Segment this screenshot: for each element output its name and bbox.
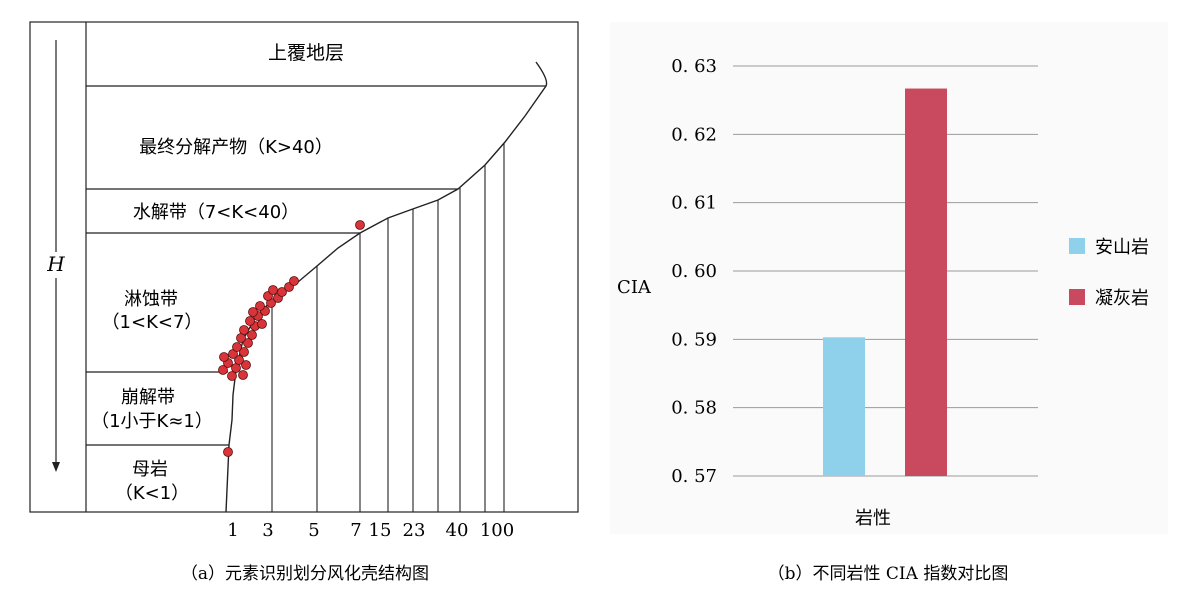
sample-point <box>289 276 299 286</box>
sample-point <box>248 307 258 317</box>
chart-bar-tuff <box>905 88 947 477</box>
chart-legend: 安山岩 凝灰岩 <box>1069 237 1149 309</box>
legend-swatch-andesite <box>1069 238 1085 254</box>
depth-axis-label: H <box>46 252 65 276</box>
sample-point <box>223 447 233 457</box>
sample-point <box>239 325 249 335</box>
sample-point <box>255 301 265 311</box>
chart-bar-andesite <box>823 337 865 476</box>
chart-y-tick-label: 0. 58 <box>671 398 717 419</box>
zone-label-disintegration-k: （1小于K≈1） <box>91 411 213 432</box>
chart-y-tick-label: 0. 57 <box>671 466 717 487</box>
zone-label-final: 最终分解产物（K>40） <box>139 137 333 158</box>
sample-point <box>227 371 237 381</box>
sample-point <box>268 285 278 295</box>
right-caption: （b）不同岩性 CIA 指数对比图 <box>768 564 1009 584</box>
k-tick-label: 5 <box>308 520 319 541</box>
zone-label-hydrolysis: 水解带（7<K<40） <box>133 202 299 223</box>
k-tick-label: 3 <box>262 520 273 541</box>
sample-point <box>245 316 255 326</box>
right-panel: 0. 570. 580. 590. 600. 610. 620. 63 CIA … <box>610 22 1168 584</box>
zone-label-parent: 母岩 <box>132 459 168 480</box>
left-panel-frame <box>29 21 579 513</box>
chart-y-tick-label: 0. 61 <box>671 193 717 214</box>
chart-y-tick-label: 0. 62 <box>671 124 717 145</box>
sample-points <box>218 220 365 457</box>
chart-gridlines <box>733 65 1038 477</box>
legend-swatch-tuff <box>1069 289 1085 305</box>
sample-point <box>355 220 365 230</box>
sample-point <box>234 355 244 365</box>
weathering-curve <box>225 61 548 513</box>
left-panel: H 上覆地层 最终分解产物（K>40） 水解带（7<K<40） 淋蚀带 （1<K… <box>29 21 579 584</box>
chart-y-ticks: 0. 57 0. 58 0. 59 0. 60 0. 61 0. 62 0. 63 <box>671 56 717 487</box>
sample-point <box>241 360 251 370</box>
sample-point <box>247 330 257 340</box>
k-tick-label: 40 <box>446 520 469 541</box>
chart-y-tick-label: 0. 59 <box>671 329 717 350</box>
sample-point <box>243 338 253 348</box>
depth-label-bg <box>42 252 70 278</box>
sample-point <box>232 342 242 352</box>
sample-point <box>238 370 248 380</box>
legend-label-andesite: 安山岩 <box>1095 237 1149 258</box>
zone-label-overburden: 上覆地层 <box>268 42 344 64</box>
chart-bars <box>823 88 947 477</box>
sample-point <box>218 365 228 375</box>
zone-label-leaching-k: （1<K<7） <box>102 312 203 333</box>
chart-y-tick-label: 0. 63 <box>671 56 717 77</box>
sample-point <box>277 287 287 297</box>
chart-background <box>610 22 1168 534</box>
sample-point <box>219 352 229 362</box>
k-tick-label: 23 <box>403 520 426 541</box>
chart-x-axis-label: 岩性 <box>855 508 891 529</box>
k-tick-label: 1 <box>227 520 238 541</box>
sample-point <box>257 319 267 329</box>
zone-label-leaching: 淋蚀带 <box>124 289 178 310</box>
depth-arrow-head <box>52 462 60 472</box>
k-tick-label: 7 <box>350 520 361 541</box>
sample-point <box>239 347 249 357</box>
k-tick-label: 100 <box>480 520 514 541</box>
chart-y-axis-label: CIA <box>617 277 652 298</box>
legend-label-tuff: 凝灰岩 <box>1095 288 1149 309</box>
left-caption: （a）元素识别划分风化壳结构图 <box>181 564 429 584</box>
zone-label-parent-k: （K<1） <box>115 483 189 504</box>
chart-y-tick-label: 0. 60 <box>671 261 717 282</box>
k-tick-label: 15 <box>369 520 392 541</box>
zone-label-disintegration: 崩解带 <box>121 387 175 408</box>
